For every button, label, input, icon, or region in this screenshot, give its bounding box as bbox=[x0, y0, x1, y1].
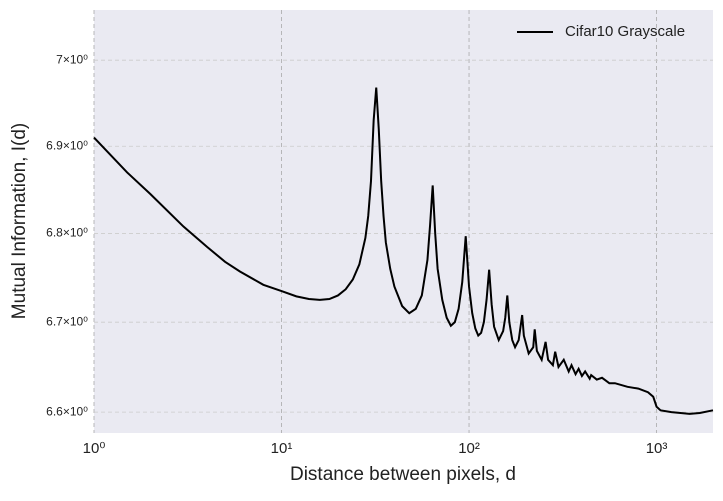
y-tick-label: 6.8×10⁰ bbox=[46, 226, 88, 240]
y-tick-label: 6.9×10⁰ bbox=[46, 138, 88, 152]
y-axis-label: Mutual Information, I(d) bbox=[9, 123, 30, 319]
data-line bbox=[93, 87, 714, 415]
x-tick-label: 10² bbox=[458, 440, 480, 457]
x-tick-label: 10¹ bbox=[271, 440, 293, 457]
legend-label: Cifar10 Grayscale bbox=[565, 23, 685, 40]
x-axis-label: Distance between pixels, d bbox=[290, 464, 516, 485]
x-tick-label: 10⁰ bbox=[83, 440, 106, 457]
x-tick-label: 10³ bbox=[646, 440, 668, 457]
y-tick-label: 6.7×10⁰ bbox=[46, 314, 88, 328]
plot-area bbox=[94, 10, 713, 433]
y-tick-label: 6.6×10⁰ bbox=[46, 404, 88, 418]
y-tick-label: 7×10⁰ bbox=[56, 52, 88, 66]
